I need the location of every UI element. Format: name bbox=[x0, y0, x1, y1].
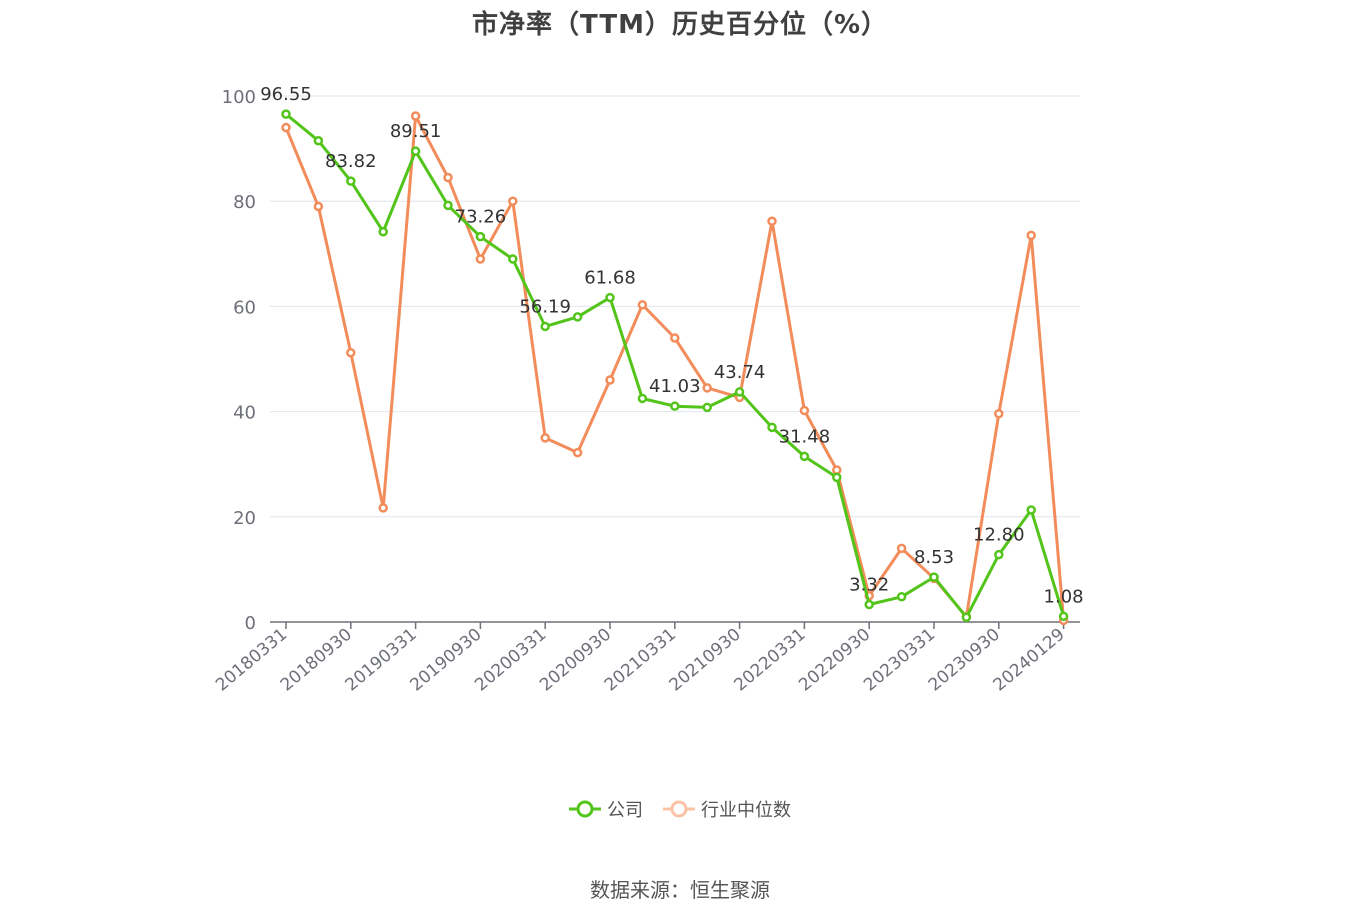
data-label-company: 61.68 bbox=[584, 268, 636, 289]
x-tick-label: 20220930 bbox=[795, 625, 874, 696]
data-point-company bbox=[475, 231, 486, 242]
data-point-company bbox=[734, 387, 745, 397]
data-point-industry-median bbox=[540, 433, 550, 443]
legend-label-industry-median: 行业中位数 bbox=[701, 800, 791, 821]
data-point-company bbox=[540, 321, 550, 332]
x-tick-label: 20220331 bbox=[730, 625, 809, 696]
data-point-company bbox=[443, 200, 453, 211]
data-point-industry-median bbox=[994, 408, 1004, 419]
data-point-company bbox=[378, 226, 388, 237]
data-point-company bbox=[1058, 611, 1069, 622]
y-tick-label: 60 bbox=[233, 297, 256, 318]
data-point-industry-median bbox=[1026, 230, 1036, 241]
data-point-industry-median bbox=[572, 447, 583, 458]
data-label-company: 83.82 bbox=[325, 151, 377, 172]
data-point-industry-median bbox=[605, 375, 615, 385]
data-label-company: 1.08 bbox=[1044, 586, 1084, 607]
legend: 公司 行业中位数 bbox=[0, 796, 1360, 822]
x-tick-label: 20230930 bbox=[925, 625, 1004, 696]
legend-label-company: 公司 bbox=[607, 800, 643, 821]
x-tick-label: 20230331 bbox=[860, 625, 939, 696]
data-label-company: 96.55 bbox=[260, 84, 312, 105]
data-point-company bbox=[896, 592, 907, 602]
data-point-company bbox=[702, 402, 712, 413]
data-point-company bbox=[313, 135, 324, 146]
data-label-company: 43.74 bbox=[714, 362, 766, 383]
data-point-company bbox=[605, 292, 615, 303]
data-point-industry-median bbox=[799, 405, 810, 416]
x-tick-label: 20210331 bbox=[601, 625, 680, 696]
data-label-company: 3.32 bbox=[849, 575, 889, 596]
x-tick-label: 20190331 bbox=[342, 625, 421, 696]
data-label-company: 31.48 bbox=[779, 426, 831, 447]
legend-company-marker-icon bbox=[569, 800, 601, 818]
data-point-company bbox=[508, 254, 518, 264]
data-point-company bbox=[767, 422, 777, 433]
data-label-company: 73.26 bbox=[455, 207, 507, 228]
x-tick-label: 20190930 bbox=[406, 625, 485, 696]
x-tick-label: 20240129 bbox=[990, 625, 1069, 696]
data-point-industry-median bbox=[378, 503, 388, 513]
data-point-company bbox=[1026, 505, 1036, 515]
y-tick-label: 100 bbox=[222, 87, 256, 108]
data-label-company: 56.19 bbox=[519, 296, 571, 317]
data-point-company bbox=[637, 393, 648, 404]
data-label-company: 41.03 bbox=[649, 376, 701, 397]
data-point-company bbox=[346, 176, 356, 186]
data-point-company bbox=[864, 599, 874, 610]
data-point-industry-median bbox=[313, 201, 324, 212]
data-point-company bbox=[572, 312, 583, 322]
data-label-company: 89.51 bbox=[390, 121, 442, 142]
data-source: 数据来源：恒生聚源 bbox=[590, 878, 770, 902]
y-tick-label: 40 bbox=[233, 403, 256, 424]
data-point-industry-median bbox=[670, 333, 680, 343]
data-point-industry-median bbox=[508, 196, 518, 206]
data-point-company bbox=[799, 451, 810, 462]
x-tick-label: 20180930 bbox=[277, 625, 356, 696]
legend-item-company[interactable]: 公司 bbox=[569, 796, 643, 822]
series-line-company bbox=[285, 112, 1066, 619]
data-point-industry-median bbox=[767, 216, 777, 226]
data-point-company bbox=[281, 109, 291, 119]
data-point-industry-median bbox=[832, 465, 842, 475]
data-point-industry-median bbox=[896, 543, 907, 554]
data-point-company bbox=[961, 612, 972, 623]
data-point-industry-median bbox=[702, 383, 712, 393]
x-tick-label: 20180331 bbox=[212, 625, 291, 696]
data-point-company bbox=[929, 572, 939, 582]
data-point-company bbox=[670, 401, 680, 411]
data-point-industry-median bbox=[443, 172, 453, 183]
data-point-industry-median bbox=[346, 347, 356, 358]
legend-industry-marker-icon bbox=[663, 800, 695, 818]
series-line-industry-median bbox=[284, 114, 1066, 621]
y-tick-label: 80 bbox=[233, 192, 256, 213]
data-point-industry-median bbox=[410, 111, 421, 121]
data-label-company: 8.53 bbox=[914, 547, 954, 568]
chart-title: 市净率（TTM）历史百分位（%） bbox=[472, 10, 888, 40]
y-tick-label: 20 bbox=[233, 508, 256, 529]
legend-item-industry-median[interactable]: 行业中位数 bbox=[663, 796, 791, 822]
data-point-industry-median bbox=[475, 254, 486, 264]
data-point-industry-median bbox=[637, 300, 648, 310]
x-tick-label: 20200930 bbox=[536, 625, 615, 696]
data-point-company bbox=[410, 146, 421, 156]
data-point-industry-median bbox=[281, 122, 291, 133]
x-tick-label: 20200331 bbox=[471, 625, 550, 696]
y-tick-label: 0 bbox=[245, 613, 256, 634]
data-point-company bbox=[832, 472, 842, 483]
data-point-company bbox=[994, 549, 1004, 560]
x-tick-label: 20210930 bbox=[666, 625, 745, 696]
data-label-company: 12.80 bbox=[973, 525, 1025, 546]
